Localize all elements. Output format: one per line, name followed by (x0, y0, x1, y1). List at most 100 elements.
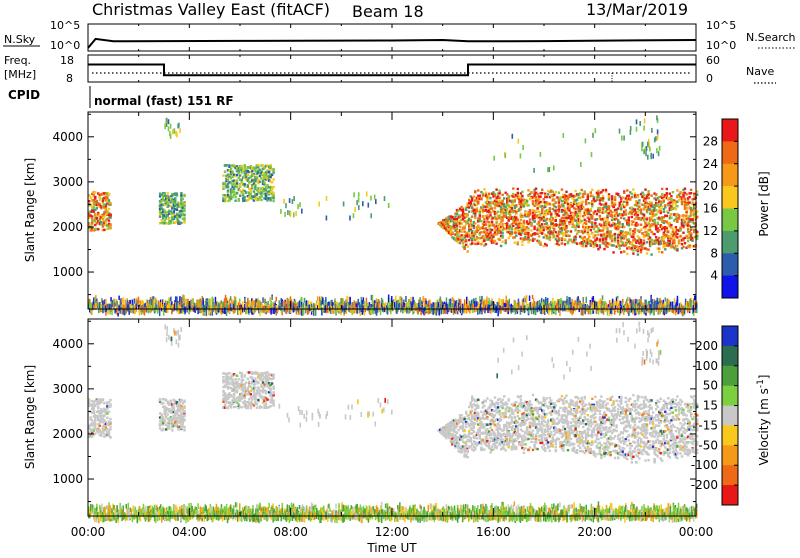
range-cell (183, 202, 185, 204)
range-cell (635, 245, 637, 247)
range-cell (509, 235, 511, 237)
range-cell (574, 238, 576, 240)
range-cell (614, 199, 616, 201)
range-cell (272, 200, 274, 202)
range-cell (593, 212, 595, 214)
range-cell (667, 212, 669, 214)
range-cell (244, 183, 246, 185)
range-cell (584, 190, 586, 192)
range-cell (501, 241, 503, 243)
range-cell (293, 212, 295, 217)
range-cell (584, 236, 586, 238)
range-cell (614, 239, 616, 241)
range-cell (644, 188, 646, 190)
range-cell (538, 221, 540, 223)
range-cell (634, 231, 636, 233)
range-cell (605, 203, 607, 205)
range-cell (479, 195, 481, 197)
range-cell (576, 199, 578, 201)
range-cell (450, 228, 452, 230)
range-cell (530, 223, 532, 225)
range-cell (564, 207, 566, 209)
range-cell (109, 226, 111, 228)
range-cell (678, 217, 680, 219)
range-cell (679, 229, 681, 231)
range-cell (527, 229, 529, 231)
range-cell (614, 204, 616, 206)
range-cell (620, 217, 622, 219)
range-cell (596, 245, 598, 247)
range-cell (659, 146, 661, 151)
range-cell (599, 244, 601, 246)
range-cell (468, 232, 470, 234)
range-cell (594, 222, 596, 224)
range-cell (272, 194, 274, 196)
range-cell (638, 199, 640, 201)
range-cell (660, 212, 662, 214)
range-cell (526, 220, 528, 222)
frequency-line (88, 65, 696, 76)
range-cell (109, 202, 111, 204)
range-cell (242, 193, 244, 195)
range-cell (609, 230, 611, 232)
range-cell (463, 225, 465, 227)
range-cell (480, 231, 482, 233)
range-cell (602, 229, 604, 231)
range-cell (603, 217, 605, 219)
range-cell (640, 251, 642, 253)
range-cell (533, 168, 535, 173)
range-cell (675, 208, 677, 210)
range-cell (224, 200, 226, 202)
nave-tick-top: 60 (706, 54, 720, 67)
range-cell (410, 297, 412, 301)
frequency-panel-frame (88, 55, 696, 82)
range-cell (611, 198, 613, 200)
range-cell (468, 211, 470, 213)
range-cell (323, 300, 325, 305)
range-cell (643, 194, 645, 196)
range-cell (356, 200, 358, 205)
range-cell (623, 136, 625, 141)
range-cell (454, 216, 456, 218)
range-cell (105, 299, 107, 305)
range-cell (555, 231, 557, 233)
noise-left-tick-top: 10^5 (50, 19, 80, 32)
range-cell (628, 224, 630, 226)
range-cell (183, 214, 185, 216)
range-cell (632, 236, 634, 238)
range-cell (260, 195, 262, 197)
range-cell (460, 222, 462, 224)
range-cell (646, 252, 648, 254)
range-cell (655, 193, 657, 195)
range-cell (183, 221, 185, 223)
range-cell (666, 188, 668, 190)
range-cell (576, 243, 578, 245)
range-cell (473, 227, 475, 229)
frequency-panel: Freq. [MHz] 18 8 60 0 Nave (4, 54, 776, 85)
range-cell (479, 233, 481, 235)
range-cell (108, 208, 110, 210)
range-cell (467, 221, 469, 223)
range-cell (494, 207, 496, 209)
range-cell (666, 194, 668, 196)
range-cell (164, 124, 166, 129)
range-cell (553, 235, 555, 237)
range-cell (227, 186, 229, 188)
noise-panel: N.Sky 10^5 10^0 10^5 10^0 N.Search (3, 19, 796, 52)
range-cell (297, 204, 299, 209)
range-cell (658, 229, 660, 231)
range-cell (244, 196, 246, 198)
range-cell (118, 296, 120, 300)
range-cell (260, 192, 262, 194)
range-cell (691, 218, 693, 220)
range-cell (678, 214, 680, 216)
range-cell (527, 204, 529, 206)
range-cell (539, 196, 541, 198)
range-cell (628, 221, 630, 223)
range-cell (681, 243, 683, 245)
range-cell (271, 181, 273, 183)
range-cell (511, 231, 513, 233)
range-cell (270, 301, 272, 308)
range-cell (614, 233, 616, 235)
range-cell (514, 242, 516, 244)
